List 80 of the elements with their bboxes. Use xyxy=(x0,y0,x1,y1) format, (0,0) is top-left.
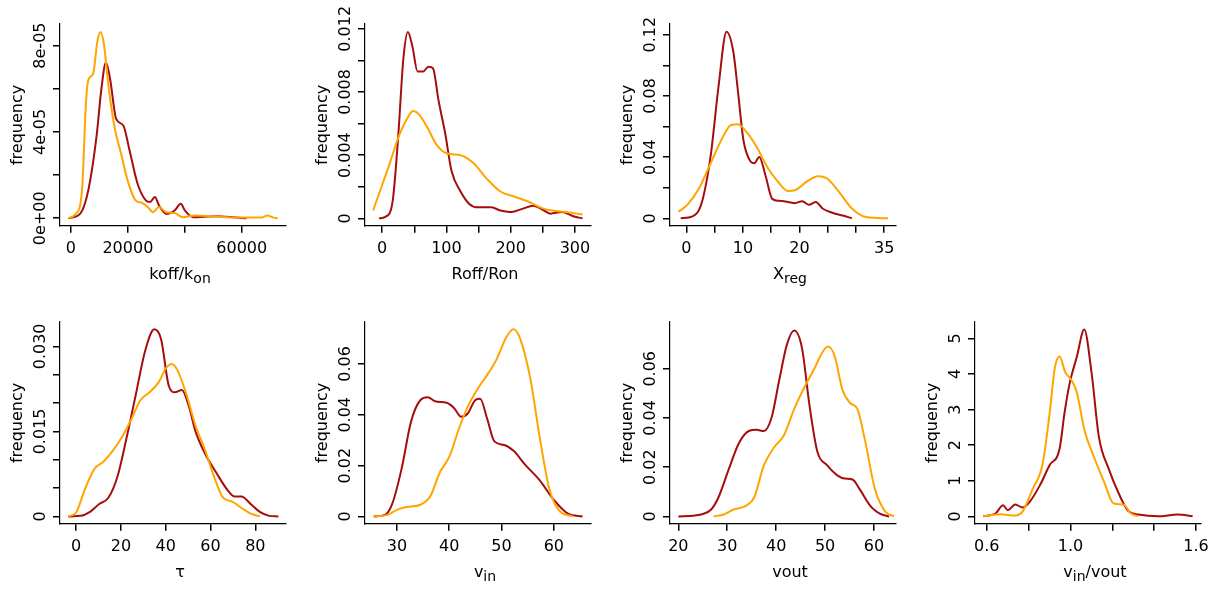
x-tick-label: 60000 xyxy=(216,237,268,257)
line-series xyxy=(372,109,584,216)
x-tick-label: 200 xyxy=(495,237,526,257)
line-series xyxy=(67,362,261,518)
y-tick-label: 0.004 xyxy=(335,132,355,179)
line-series xyxy=(377,30,584,220)
y-tick-label: 5 xyxy=(945,333,965,344)
x-tick-label: 60 xyxy=(200,535,221,555)
x-tick-label: 40 xyxy=(765,535,787,555)
y-tick-label: 0.08 xyxy=(640,78,660,114)
line-series xyxy=(677,123,890,220)
y-tick-label: 0.02 xyxy=(335,447,355,484)
x-tick-label: 0.6 xyxy=(973,535,1000,555)
y-tick-label: 0.008 xyxy=(335,69,355,115)
y-tick-label: 4 xyxy=(945,368,965,380)
x-tick-label: 0 xyxy=(681,237,692,257)
x-tick-label: 40 xyxy=(439,535,460,555)
y-tick-label: 0.012 xyxy=(335,5,355,52)
x-tick-label: 0 xyxy=(377,237,388,257)
y-tick-label: 0.04 xyxy=(640,139,660,175)
y-axis-title: frequency xyxy=(311,84,331,166)
x-tick-label: 20 xyxy=(110,535,132,555)
line-series xyxy=(679,30,853,220)
x-axis-title: τ xyxy=(174,562,186,581)
y-tick-label: 0 xyxy=(945,511,965,522)
y-axis-title: frequency xyxy=(6,84,26,166)
line-series xyxy=(712,345,896,518)
y-tick-label: 0.04 xyxy=(335,396,355,433)
x-tick-label: 20000 xyxy=(102,237,154,257)
x-axis-title: X$_{reg}$ xyxy=(772,264,808,287)
x-axis-title: v$_{in}$/vout xyxy=(1062,562,1128,585)
y-axis-title: frequency xyxy=(6,382,26,464)
y-tick-label: 0.04 xyxy=(640,400,660,436)
line-series xyxy=(372,328,574,518)
y-tick-label: 8e-05 xyxy=(30,22,50,69)
x-tick-label: 100 xyxy=(431,237,462,257)
y-tick-label: 0 xyxy=(335,511,355,522)
line-series xyxy=(677,329,891,518)
y-tick-label: 3 xyxy=(945,404,965,415)
x-tick-label: 30 xyxy=(717,535,738,555)
y-axis-title: frequency xyxy=(616,382,636,464)
x-tick-label: 20 xyxy=(789,237,810,257)
x-tick-label: 30 xyxy=(386,535,408,555)
y-axis-title: frequency xyxy=(616,84,636,166)
x-tick-label: 50 xyxy=(814,535,836,555)
x-tick-label: 20 xyxy=(668,535,689,555)
y-axis-title: frequency xyxy=(311,382,331,464)
x-tick-label: 60 xyxy=(863,535,885,555)
x-axis-title: koff/k$_{on}$ xyxy=(148,264,212,287)
x-tick-label: 50 xyxy=(491,535,512,555)
x-tick-label: 300 xyxy=(559,237,591,257)
x-axis-title: v$_{in}$ xyxy=(472,562,498,585)
y-axis-title: frequency xyxy=(921,382,941,464)
y-tick-label: 0.030 xyxy=(30,323,50,370)
x-tick-label: 10 xyxy=(732,237,754,257)
x-tick-label: 35 xyxy=(873,237,895,257)
x-tick-label: 60 xyxy=(543,535,565,555)
y-tick-label: 0 xyxy=(30,511,50,522)
x-tick-label: 0 xyxy=(71,535,82,555)
y-tick-label: 0.06 xyxy=(335,346,355,382)
y-tick-label: 0 xyxy=(640,213,660,224)
line-series xyxy=(67,30,279,220)
y-tick-label: 2 xyxy=(945,440,965,451)
x-tick-label: 80 xyxy=(245,535,266,555)
x-tick-label: 1.0 xyxy=(1057,535,1084,555)
y-tick-label: 0.015 xyxy=(30,408,50,455)
y-tick-label: 0.06 xyxy=(640,350,660,387)
y-tick-label: 0e+00 xyxy=(30,191,50,246)
y-tick-label: 0.12 xyxy=(640,16,660,53)
y-tick-label: 1 xyxy=(945,475,965,486)
y-tick-label: 0 xyxy=(335,213,355,224)
y-tick-label: 0 xyxy=(640,511,660,522)
x-axis-title: vout xyxy=(771,562,809,581)
x-axis-title: Roff/Ron xyxy=(450,264,520,283)
x-tick-label: 40 xyxy=(155,535,176,555)
x-tick-label: 0 xyxy=(65,237,77,257)
y-tick-label: 4e-05 xyxy=(30,108,50,155)
line-series xyxy=(982,355,1140,518)
y-tick-label: 0.02 xyxy=(640,449,660,486)
x-tick-label: 1.6 xyxy=(1183,535,1209,555)
